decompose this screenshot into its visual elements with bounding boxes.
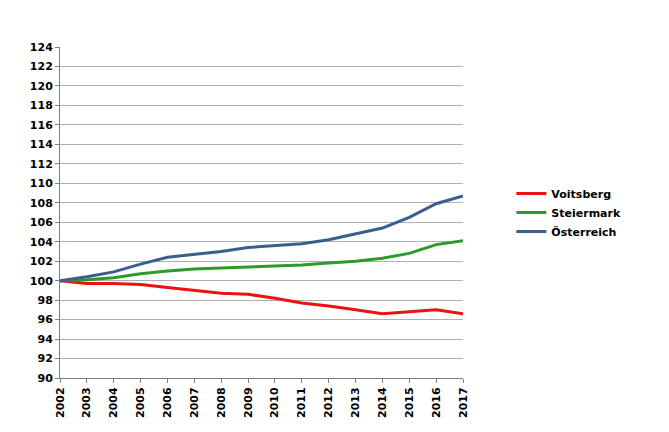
svg-text:Voitsberg: Voitsberg <box>551 188 611 201</box>
svg-text:102: 102 <box>30 255 53 268</box>
svg-text:2002: 2002 <box>54 387 67 418</box>
svg-text:2006: 2006 <box>161 387 174 418</box>
svg-text:94: 94 <box>37 333 53 346</box>
svg-text:2013: 2013 <box>349 387 362 418</box>
svg-text:124: 124 <box>30 41 53 54</box>
svg-text:100: 100 <box>30 275 53 288</box>
svg-text:2014: 2014 <box>376 387 389 418</box>
svg-text:2017: 2017 <box>457 387 470 418</box>
svg-text:2011: 2011 <box>295 387 308 418</box>
svg-text:2003: 2003 <box>80 387 93 418</box>
svg-text:106: 106 <box>30 216 53 229</box>
svg-text:122: 122 <box>30 60 53 73</box>
svg-text:120: 120 <box>30 80 53 93</box>
svg-text:2007: 2007 <box>188 387 201 418</box>
svg-text:2008: 2008 <box>215 387 228 418</box>
svg-text:112: 112 <box>30 158 53 171</box>
svg-text:2010: 2010 <box>269 387 282 418</box>
svg-text:98: 98 <box>37 294 52 307</box>
svg-text:2005: 2005 <box>134 387 147 418</box>
svg-text:114: 114 <box>30 138 53 151</box>
svg-text:Österreich: Österreich <box>551 225 616 239</box>
svg-text:110: 110 <box>30 177 53 190</box>
svg-text:116: 116 <box>30 119 53 132</box>
svg-text:96: 96 <box>37 313 53 326</box>
svg-text:92: 92 <box>37 352 52 365</box>
svg-text:104: 104 <box>30 236 53 249</box>
svg-text:2016: 2016 <box>430 387 443 418</box>
svg-text:108: 108 <box>30 197 53 210</box>
svg-text:2015: 2015 <box>403 387 416 418</box>
svg-text:Steiermark: Steiermark <box>551 207 621 220</box>
svg-text:118: 118 <box>30 99 53 112</box>
svg-text:90: 90 <box>37 372 53 385</box>
svg-text:2009: 2009 <box>242 387 255 418</box>
svg-text:2004: 2004 <box>107 387 120 418</box>
svg-text:2012: 2012 <box>322 387 335 418</box>
